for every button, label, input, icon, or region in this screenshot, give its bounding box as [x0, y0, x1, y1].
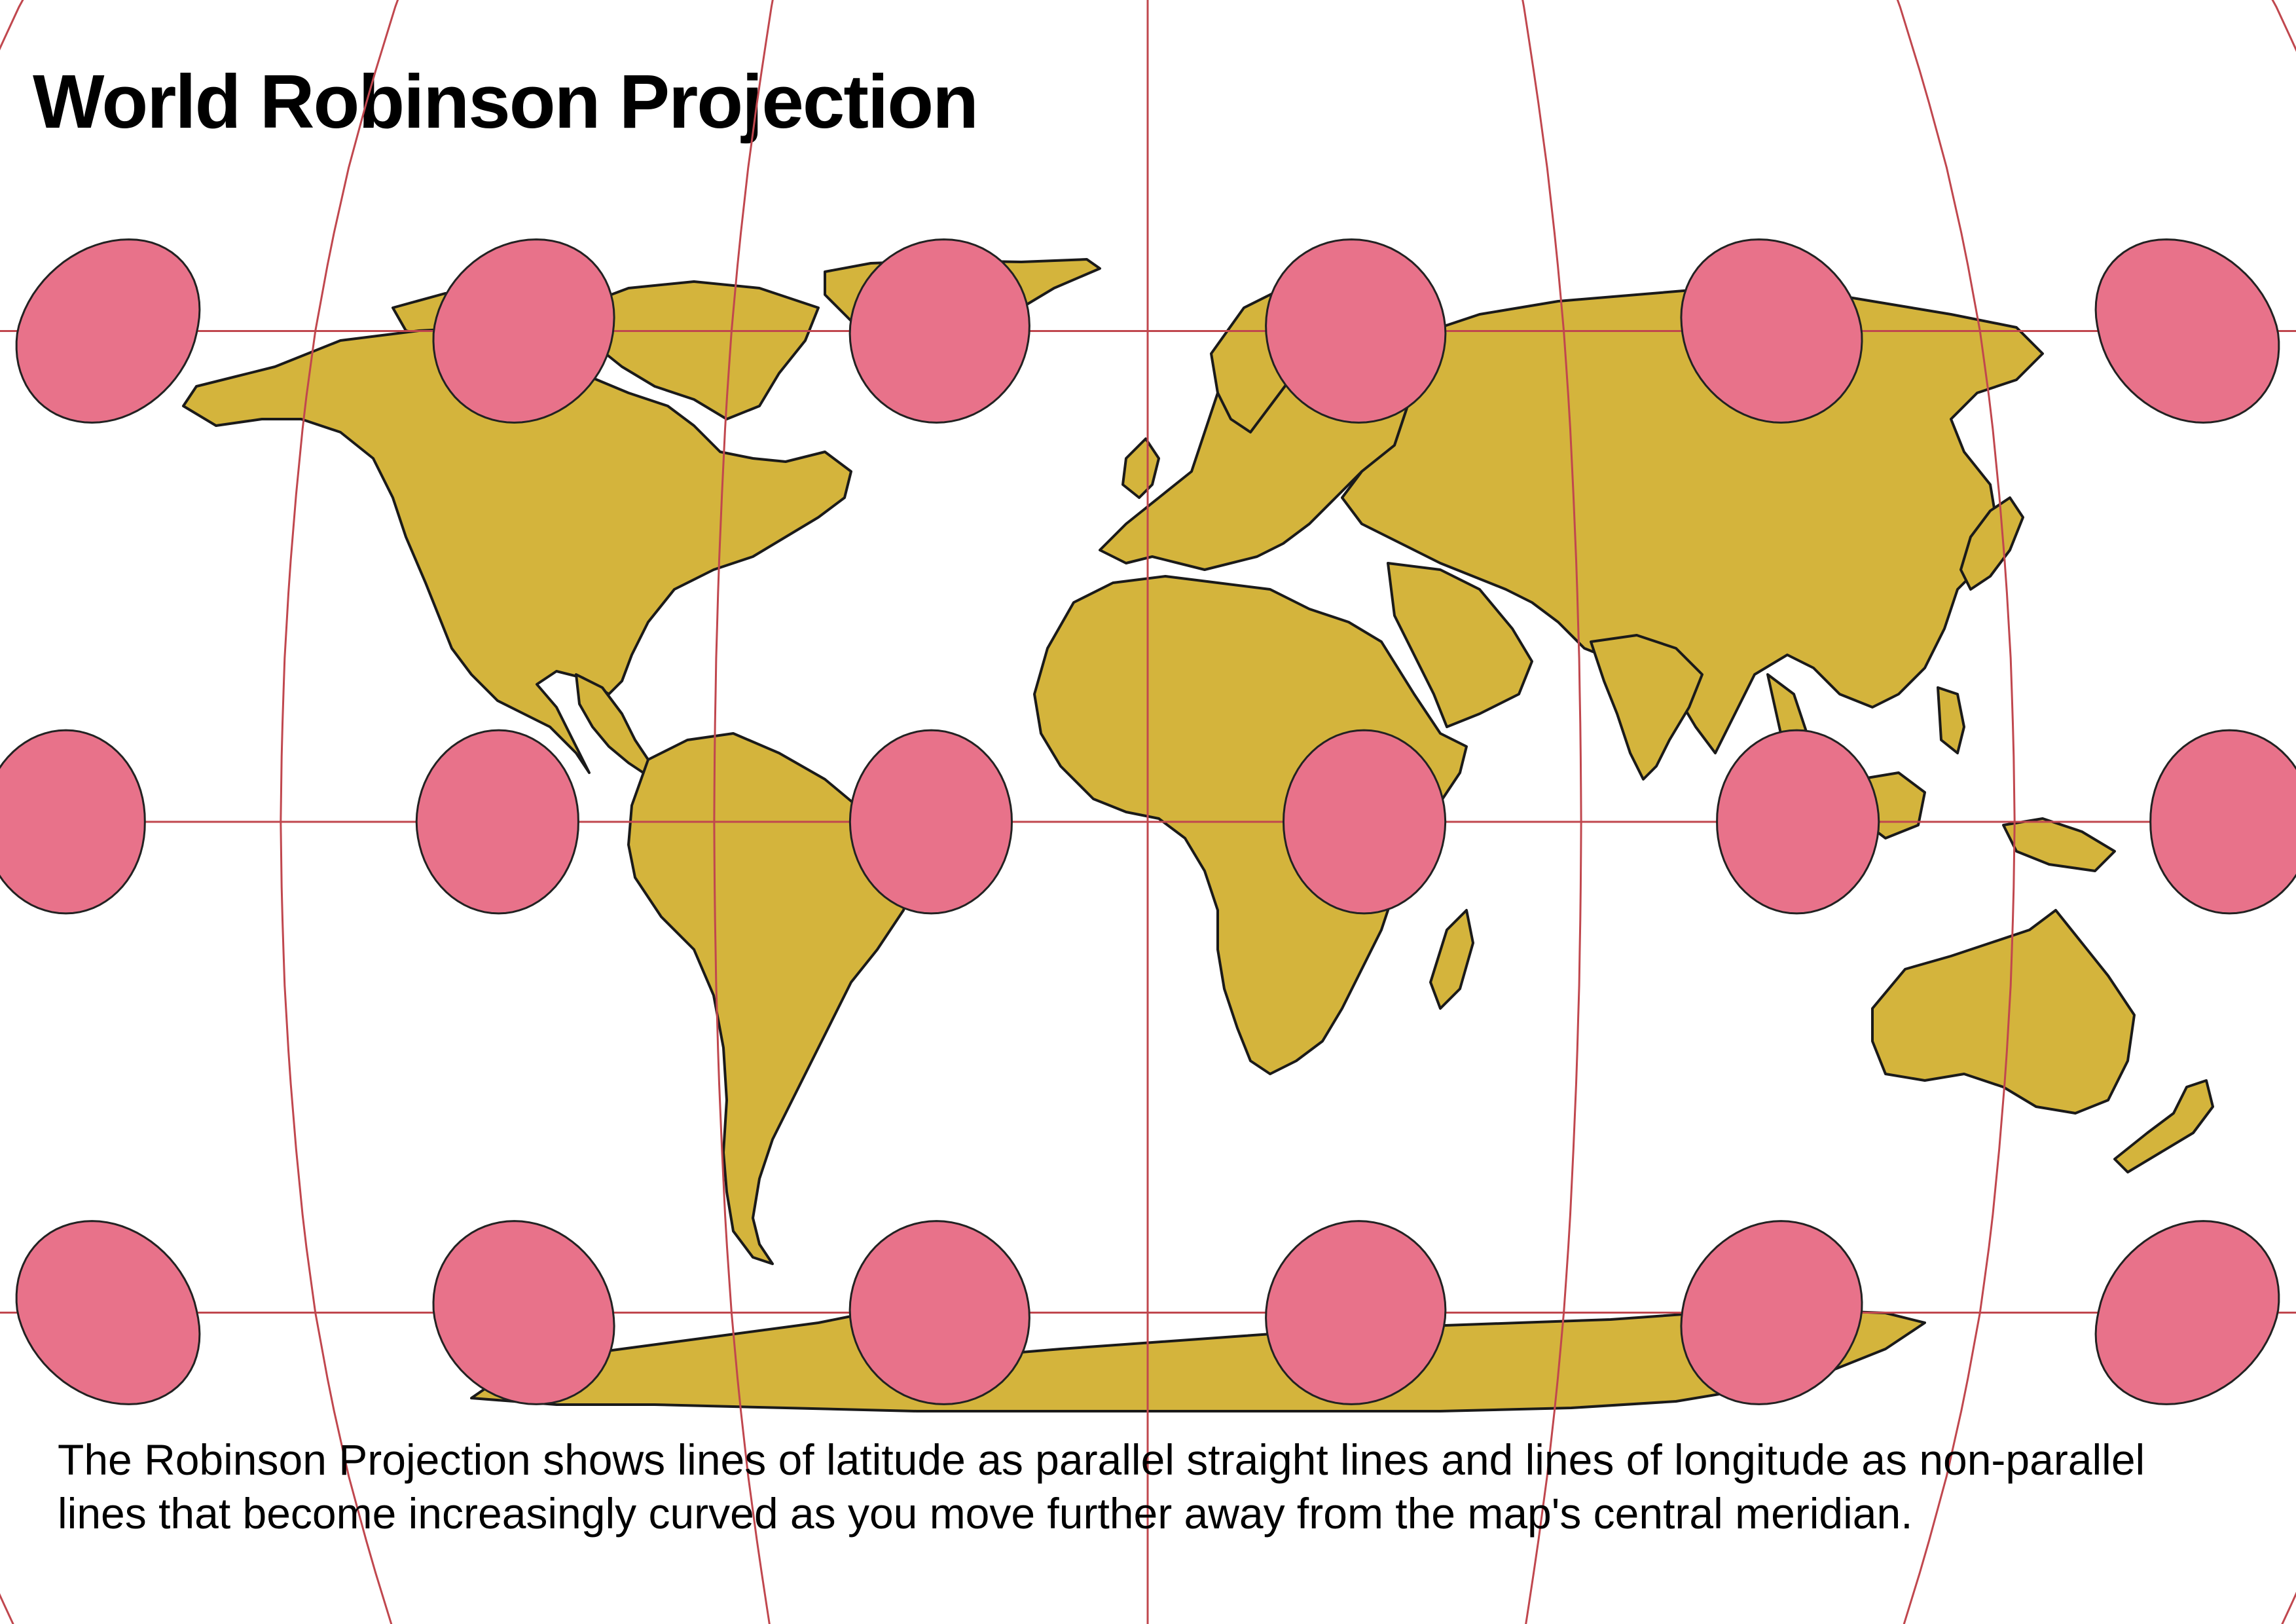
tissot-indicatrix	[848, 1220, 1030, 1405]
tissot-indicatrix	[1265, 238, 1447, 424]
madagascar	[1429, 909, 1474, 1010]
tissot-indicatrix	[432, 1220, 615, 1405]
map-caption: The Robinson Projection shows lines of l…	[58, 1435, 2145, 1538]
arabian-peninsula	[1387, 562, 1533, 728]
tissot-indicatrix	[1680, 238, 1863, 424]
japan	[1959, 496, 2024, 591]
page-title: World Robinson Projection	[33, 59, 979, 144]
tissot-indicatrix	[432, 238, 615, 424]
tissot-indicatrix	[848, 238, 1030, 424]
australia	[1871, 909, 2136, 1115]
tissot-indicatrix	[415, 729, 579, 915]
tissot-indicatrix	[2149, 729, 2296, 915]
tissot-indicatrix	[15, 1220, 201, 1405]
new-zealand	[2113, 1079, 2214, 1173]
british-isles	[1121, 437, 1160, 499]
tissot-indicatrix	[2094, 1220, 2280, 1405]
new-guinea	[2002, 817, 2116, 872]
indian-subcontinent	[1590, 634, 1704, 781]
tissot-indicatrix	[2094, 238, 2280, 424]
africa	[1033, 575, 1468, 1075]
tissot-indicatrix	[1265, 1220, 1447, 1405]
philippines	[1937, 686, 1965, 754]
asia	[1334, 287, 2044, 754]
tissot-indicatrix	[1282, 729, 1447, 915]
tissot-indicatrix	[0, 729, 146, 915]
tissot-indicatrix	[1716, 729, 1880, 915]
tissot-indicatrix	[848, 729, 1013, 915]
arctic-islands	[575, 280, 820, 420]
tissot-indicatrix	[15, 238, 201, 424]
tissot-indicatrix	[1680, 1220, 1863, 1405]
